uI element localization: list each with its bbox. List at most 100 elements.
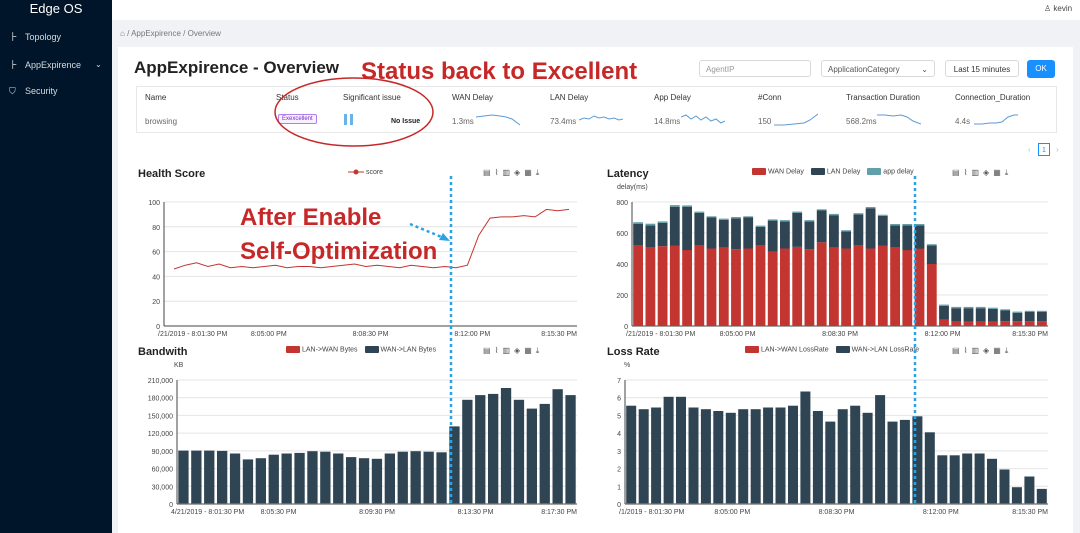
- y-tick-label: 100: [148, 200, 160, 207]
- bar-lan-delay: [939, 305, 949, 320]
- x-tick-label: 8:15:30 PM: [1012, 509, 1048, 516]
- y-tick-label: 20: [152, 299, 160, 306]
- line-chart-icon[interactable]: ⌇: [963, 168, 972, 177]
- issue-text: No Issue: [391, 118, 421, 125]
- agent-ip-input[interactable]: AgentIP: [699, 60, 811, 77]
- bar-wan-delay: [706, 248, 717, 326]
- document-icon[interactable]: ▤: [483, 168, 495, 177]
- bar-wan-lan-bytes: [500, 388, 512, 504]
- bar-wan-lan-bytes: [320, 451, 331, 504]
- bar-lan-delay: [877, 216, 888, 246]
- bar-lan-delay: [780, 221, 790, 249]
- user-menu[interactable]: ♙ kevin: [1044, 4, 1072, 13]
- home-icon[interactable]: ⌂: [120, 29, 125, 38]
- bar-chart-icon[interactable]: ▥: [502, 168, 515, 177]
- download-icon[interactable]: ⤓: [535, 168, 544, 177]
- bar-wan-delay: [767, 251, 778, 326]
- bar-wan-delay: [926, 264, 937, 326]
- bar-lan-delay: [1024, 312, 1035, 322]
- bar-lan-delay: [731, 218, 741, 250]
- bar-lan-wan-bytes: [410, 503, 421, 504]
- bar-wan-delay: [841, 248, 851, 326]
- bar-chart-icon[interactable]: ▥: [971, 168, 984, 177]
- bar-wan-lan-lossrate: [651, 407, 662, 504]
- document-icon[interactable]: ▤: [952, 168, 964, 177]
- pager-page[interactable]: 1: [1038, 143, 1050, 156]
- loss-rate-legend[interactable]: LAN->WAN LossRate WAN->LAN LossRate: [745, 346, 919, 353]
- tiled-icon[interactable]: ▦: [993, 346, 1005, 355]
- bar-wan-lan-bytes: [333, 453, 344, 504]
- legend-line-marker: [348, 169, 364, 175]
- tiled-icon[interactable]: ▦: [993, 168, 1005, 177]
- bar-lan-delay: [1000, 310, 1011, 322]
- x-tick-label: /21/2019 - 8:01:30 PM: [626, 331, 695, 338]
- bar-chart-icon[interactable]: ▥: [502, 346, 515, 355]
- time-range-button[interactable]: Last 15 minutes: [945, 60, 1019, 77]
- sidebar-item-security[interactable]: ⛉ Security: [0, 80, 112, 102]
- line-chart-icon[interactable]: ⌇: [494, 346, 503, 355]
- bar-lan-delay: [816, 210, 827, 243]
- bar-lan-delay: [975, 308, 986, 322]
- app-delay-sparkline: [681, 114, 725, 124]
- bar-lan-wan-bytes: [281, 503, 292, 504]
- col-header-name: Name: [145, 93, 167, 102]
- bar-lan-delay: [865, 208, 876, 249]
- bar-chart-icon[interactable]: ▥: [971, 346, 984, 355]
- download-icon[interactable]: ⤓: [535, 346, 544, 355]
- document-icon[interactable]: ▤: [483, 346, 495, 355]
- health-legend[interactable]: score: [348, 168, 383, 176]
- page-title: AppExpirence - Overview: [134, 58, 340, 77]
- chevron-down-icon: ⌄: [921, 65, 928, 74]
- bar-app-delay: [975, 306, 986, 309]
- y-tick-label: 600: [616, 231, 628, 238]
- sidebar-item-topology[interactable]: ⺊ Topology: [0, 26, 112, 48]
- lan-delay-sparkline: [579, 115, 623, 121]
- application-category-select[interactable]: ApplicationCategory ⌄: [821, 60, 935, 77]
- loss-rate-title: Loss Rate: [607, 346, 660, 358]
- ok-button[interactable]: OK: [1027, 60, 1055, 78]
- bar-wan-lan-bytes: [462, 399, 473, 504]
- stack-icon[interactable]: ◈: [983, 346, 994, 355]
- pager-prev[interactable]: ‹: [1028, 145, 1031, 154]
- download-icon[interactable]: ⤓: [1004, 346, 1013, 355]
- latency-legend[interactable]: WAN Delay LAN Delay app delay: [752, 168, 914, 175]
- bandwidth-legend[interactable]: LAN->WAN Bytes WAN->LAN Bytes: [286, 346, 436, 353]
- line-chart-icon[interactable]: ⌇: [494, 168, 503, 177]
- bar-lan-wan-bytes: [333, 503, 344, 504]
- x-tick-label: 8:05:00 PM: [714, 509, 750, 516]
- transaction-sparkline: [877, 114, 921, 125]
- bar-lan-wan-lossrate: [700, 503, 711, 504]
- bar-app-delay: [633, 222, 643, 224]
- pager-next[interactable]: ›: [1056, 145, 1059, 154]
- bar-wan-delay: [1000, 321, 1011, 326]
- bar-lan-wan-lossrate: [899, 503, 910, 504]
- legend-label: LAN->WAN Bytes: [302, 346, 358, 354]
- bar-lan-wan-bytes: [475, 503, 486, 504]
- bar-wan-delay: [890, 247, 900, 326]
- stack-icon[interactable]: ◈: [983, 168, 994, 177]
- sidebar-item-appexpirence[interactable]: ⺊ AppExpirence ⌄: [0, 54, 112, 76]
- bar-lan-delay: [902, 225, 913, 251]
- bar-lan-wan-lossrate: [676, 503, 686, 504]
- breadcrumb-item-appexpirence[interactable]: AppExpirence: [131, 29, 181, 38]
- bar-lan-wan-lossrate: [999, 503, 1010, 504]
- stack-icon[interactable]: ◈: [514, 168, 525, 177]
- stack-icon[interactable]: ◈: [514, 346, 525, 355]
- legend-swatch: [810, 168, 825, 175]
- bar-wan-delay: [694, 245, 705, 326]
- row-name[interactable]: browsing: [145, 117, 178, 126]
- line-chart-icon[interactable]: ⌇: [963, 346, 972, 355]
- y-tick-label: 2: [617, 467, 621, 474]
- document-icon[interactable]: ▤: [952, 346, 964, 355]
- tiled-icon[interactable]: ▦: [524, 168, 536, 177]
- bar-wan-lan-lossrate: [912, 416, 923, 504]
- y-tick-label: 60: [152, 250, 160, 257]
- download-icon[interactable]: ⤓: [1004, 168, 1013, 177]
- bar-wan-delay: [1037, 321, 1047, 326]
- bar-app-delay: [682, 205, 692, 207]
- transaction-duration-value: 568.2ms: [846, 117, 877, 126]
- legend-label: WAN->LAN Bytes: [380, 346, 437, 354]
- bar-app-delay: [645, 223, 656, 226]
- tiled-icon[interactable]: ▦: [524, 346, 536, 355]
- bar-wan-delay: [902, 250, 913, 326]
